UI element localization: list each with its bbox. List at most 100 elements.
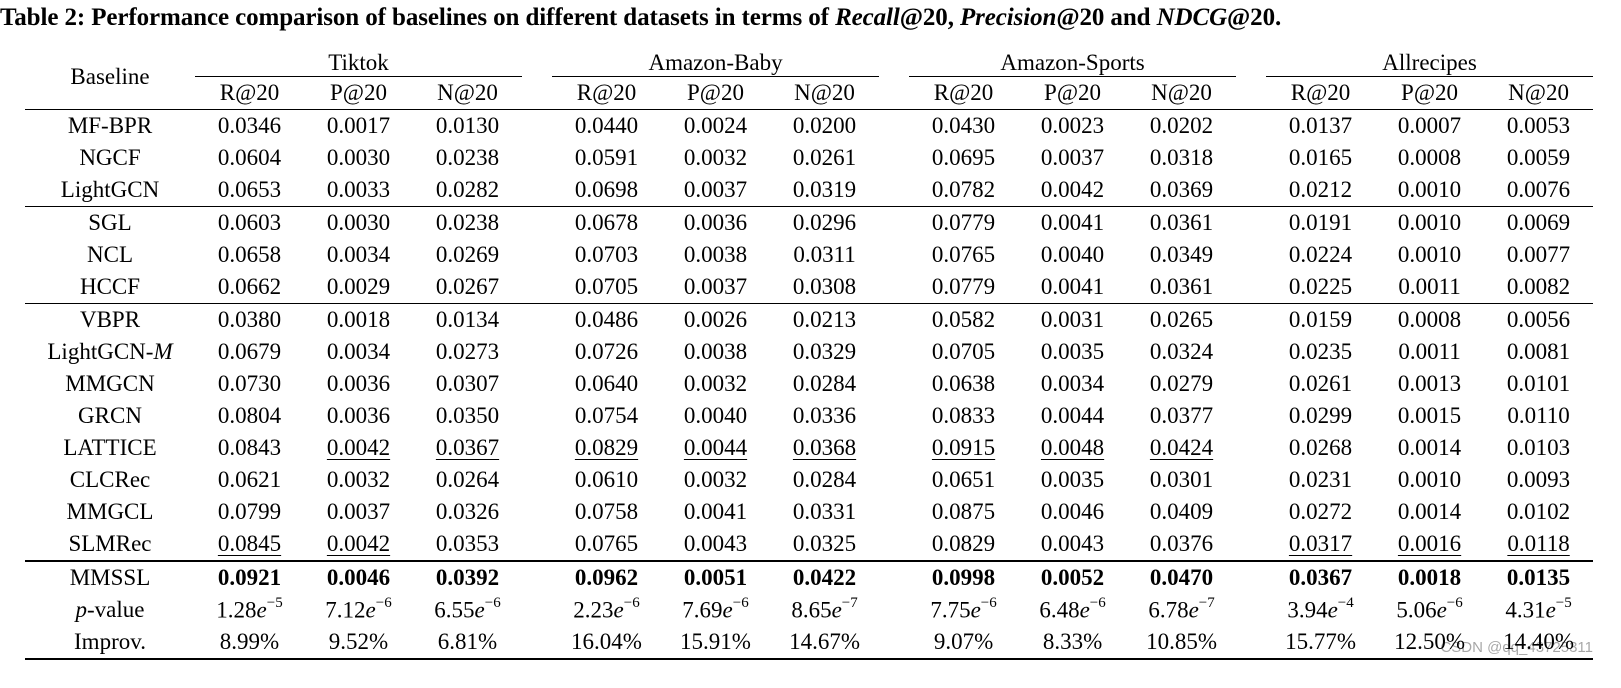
metric-value: 0.0040 <box>1040 242 1105 267</box>
pvalue-cell: 2.23e−6 <box>573 594 640 623</box>
metric-value: 0.0662 <box>195 271 304 304</box>
metric-value: 0.0134 <box>435 307 500 332</box>
metric-value: 0.0621 <box>217 467 282 492</box>
metric-value: 0.0036 <box>326 403 391 428</box>
metric-value: 0.0036 <box>326 371 391 396</box>
metric-value: 0.0678 <box>574 210 639 235</box>
metric-value: 0.0238 <box>435 210 500 235</box>
metric-value: 0.0041 <box>1018 271 1128 304</box>
pvalue-cell: 6.78e−7 <box>1148 594 1215 623</box>
metric-value: 0.0077 <box>1506 242 1571 267</box>
pvalue-cell: 3.94e−4 <box>1287 594 1354 623</box>
metric-value: 0.0367 <box>435 435 500 460</box>
metric-value: 0.0361 <box>1149 210 1214 235</box>
metric-value: 0.0265 <box>1149 307 1214 332</box>
metric-value: 0.0037 <box>661 271 771 304</box>
metric-value: 0.0353 <box>435 531 500 556</box>
method-name: GRCN <box>78 403 142 428</box>
metric-header-row: R@20 P@20 N@20 R@20 P@20 N@20 R@20 P@20 N@20 R@20… <box>25 76 1594 110</box>
metric-value: 0.0053 <box>1506 113 1571 138</box>
metric-value: 0.0032 <box>683 145 748 170</box>
metric-value: 0.0034 <box>326 339 391 364</box>
metric-value: 0.0231 <box>1288 467 1353 492</box>
metric-value: 0.0261 <box>792 145 857 170</box>
metric-value: 0.0029 <box>304 271 413 304</box>
metric-header: P@20 <box>304 76 413 110</box>
metric-value: 0.0998 <box>909 560 1019 594</box>
metric-value: 0.0331 <box>792 499 857 524</box>
metric-value: 0.0273 <box>435 339 500 364</box>
metric-value: 0.0833 <box>931 403 996 428</box>
metric-value: 0.0311 <box>793 242 856 267</box>
metric-value: 0.0284 <box>792 467 857 492</box>
metric-value: 0.0603 <box>217 210 282 235</box>
metric-value: 0.0325 <box>792 531 857 556</box>
table-caption: Table 2: Performance comparison of basel… <box>0 4 1282 31</box>
pvalue-cell: 6.55e−6 <box>434 594 501 623</box>
metric-header: R@20 <box>1266 76 1376 110</box>
pvalue-label: p-value <box>75 597 145 622</box>
metric-value: 0.0638 <box>931 371 996 396</box>
results-table: Baseline Tiktok Amazon-Baby Amazon-Sport… <box>25 44 1594 660</box>
metric-value: 0.0042 <box>326 435 391 460</box>
metric-value: 0.0043 <box>1040 531 1105 556</box>
metric-value: 0.0102 <box>1506 499 1571 524</box>
table-row: VBPR 0.0380 0.0018 0.0134 0.0486 0.0026 0.0213… <box>25 304 1593 337</box>
metric-value: 0.0726 <box>574 339 639 364</box>
metric-value: 0.0038 <box>683 242 748 267</box>
metric-value: 0.0042 <box>1018 174 1128 207</box>
metric-value: 0.0010 <box>1375 174 1485 207</box>
metric-value: 0.0011 <box>1398 339 1461 364</box>
metric-value: 0.0264 <box>435 467 500 492</box>
metric-value: 0.0034 <box>326 242 391 267</box>
improvement-cell: 10.85% <box>1127 626 1237 660</box>
metric-value: 0.0754 <box>574 403 639 428</box>
method-name: SLMRec <box>68 531 152 556</box>
metric-value: 0.0046 <box>1040 499 1105 524</box>
metric-value: 0.0272 <box>1288 499 1353 524</box>
pvalue-cell: 4.31e−5 <box>1505 594 1572 623</box>
metric-value: 0.0921 <box>195 560 304 594</box>
metric-value: 0.0052 <box>1018 560 1128 594</box>
metric-value: 0.0056 <box>1506 307 1571 332</box>
method-name: MF-BPR <box>67 113 153 138</box>
metric-value: 0.0200 <box>792 113 857 138</box>
metric-value: 0.0307 <box>435 371 500 396</box>
table-row: MF-BPR 0.0346 0.0017 0.0130 0.0440 0.0024 0.02… <box>25 110 1593 143</box>
pvalue-cell: 7.75e−6 <box>930 594 997 623</box>
table-row: MMSSL 0.0921 0.0046 0.0392 0.0962 0.0051 0.042… <box>25 560 1594 594</box>
metric-value: 0.0010 <box>1397 242 1462 267</box>
metric-value: 0.0013 <box>1397 371 1462 396</box>
table-row: MMGCL 0.0799 0.0037 0.0326 0.0758 0.0041 0.033… <box>25 496 1593 528</box>
metric-value: 0.0267 <box>413 271 523 304</box>
metric-value: 0.0424 <box>1149 435 1214 460</box>
metric-value: 0.0225 <box>1266 271 1376 304</box>
metric-value: 0.0430 <box>931 113 996 138</box>
metric-header: R@20 <box>552 76 662 110</box>
metric-value: 0.0804 <box>217 403 282 428</box>
improvement-cell: 14.40% <box>1484 626 1594 660</box>
metric-value: 0.0040 <box>683 403 748 428</box>
caption-metric-precision: Precision <box>960 4 1057 31</box>
improvement-cell: 9.52% <box>304 626 413 660</box>
improvement-cell: 15.91% <box>661 626 771 660</box>
metric-value: 0.0024 <box>683 113 748 138</box>
metric-value: 0.0392 <box>413 560 523 594</box>
table-row: SGL 0.0603 0.0030 0.0238 0.0678 0.0036 0.0296 0… <box>25 207 1593 240</box>
table-row: GRCN 0.0804 0.0036 0.0350 0.0754 0.0040 0.0336… <box>25 400 1593 432</box>
metric-value: 0.0317 <box>1288 531 1353 556</box>
metric-value: 0.0758 <box>574 499 639 524</box>
metric-value: 0.0235 <box>1288 339 1353 364</box>
metric-value: 0.0014 <box>1397 435 1462 460</box>
metric-value: 0.0038 <box>683 339 748 364</box>
metric-value: 0.0962 <box>552 560 662 594</box>
metric-value: 0.0610 <box>574 467 639 492</box>
metric-header: N@20 <box>413 76 523 110</box>
metric-value: 0.0845 <box>217 531 282 556</box>
method-name: MMGCL <box>66 499 154 524</box>
metric-value: 0.0779 <box>931 210 996 235</box>
metric-value: 0.0008 <box>1397 307 1462 332</box>
metric-value: 0.0018 <box>1375 560 1485 594</box>
method-name: MMGCN <box>65 371 155 396</box>
improvement-cell: 8.33% <box>1018 626 1128 660</box>
